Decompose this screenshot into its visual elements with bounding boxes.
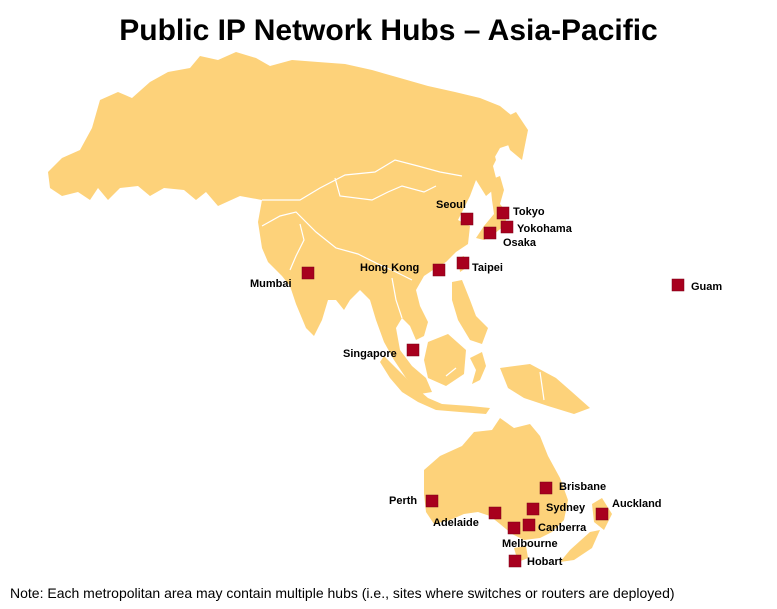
hub-marker-osaka bbox=[483, 226, 497, 240]
sumatra-java bbox=[380, 356, 490, 414]
hub-label-seoul: Seoul bbox=[436, 199, 466, 211]
hub-label-adelaide: Adelaide bbox=[433, 517, 479, 529]
hub-marker-seoul bbox=[460, 212, 474, 226]
hub-label-singapore: Singapore bbox=[343, 348, 397, 360]
hub-label-hobart: Hobart bbox=[527, 556, 563, 568]
hub-markers: Seoul Tokyo Yokohama Osaka Hong Kong Taipei Mu… bbox=[250, 199, 722, 568]
landmass-layer bbox=[48, 52, 612, 562]
hub-marker-perth bbox=[425, 494, 439, 508]
hub-label-guam: Guam bbox=[691, 281, 722, 293]
sakhalin bbox=[484, 138, 496, 172]
hub-marker-brisbane bbox=[539, 481, 553, 495]
hub-marker-adelaide bbox=[488, 506, 502, 520]
hub-marker-guam bbox=[671, 278, 685, 292]
hub-label-auckland: Auckland bbox=[612, 498, 662, 510]
new-zealand-south bbox=[560, 530, 600, 562]
hub-label-osaka: Osaka bbox=[503, 237, 537, 249]
philippines bbox=[452, 280, 488, 344]
hub-label-tokyo: Tokyo bbox=[513, 206, 545, 218]
kamchatka bbox=[500, 112, 528, 160]
hub-marker-singapore bbox=[406, 343, 420, 357]
new-guinea bbox=[500, 364, 590, 414]
hub-label-yokohama: Yokohama bbox=[517, 223, 573, 235]
hub-marker-auckland bbox=[595, 507, 609, 521]
hub-marker-mumbai bbox=[301, 266, 315, 280]
hub-label-canberra: Canberra bbox=[538, 522, 587, 534]
hub-marker-yokohama bbox=[500, 220, 514, 234]
hub-marker-sydney bbox=[526, 502, 540, 516]
hub-label-hong-kong: Hong Kong bbox=[360, 262, 419, 274]
hub-marker-tokyo bbox=[496, 206, 510, 220]
footnote: Note: Each metropolitan area may contain… bbox=[10, 585, 675, 601]
country-borders bbox=[261, 159, 545, 401]
sulawesi bbox=[470, 352, 486, 384]
hub-marker-taipei bbox=[456, 256, 470, 270]
hub-label-sydney: Sydney bbox=[546, 502, 586, 514]
hub-label-perth: Perth bbox=[389, 495, 417, 507]
hub-marker-melbourne bbox=[507, 521, 521, 535]
asia-mainland bbox=[48, 52, 522, 394]
japan bbox=[476, 176, 508, 240]
borneo bbox=[424, 334, 466, 386]
hub-label-taipei: Taipei bbox=[472, 262, 503, 274]
hub-marker-hobart bbox=[508, 554, 522, 568]
hub-marker-hong-kong bbox=[432, 263, 446, 277]
hub-label-brisbane: Brisbane bbox=[559, 481, 606, 493]
hub-marker-canberra bbox=[522, 518, 536, 532]
map-title: Public IP Network Hubs – Asia-Pacific bbox=[119, 14, 658, 47]
hub-label-melbourne: Melbourne bbox=[502, 538, 558, 550]
hub-label-mumbai: Mumbai bbox=[250, 278, 292, 290]
